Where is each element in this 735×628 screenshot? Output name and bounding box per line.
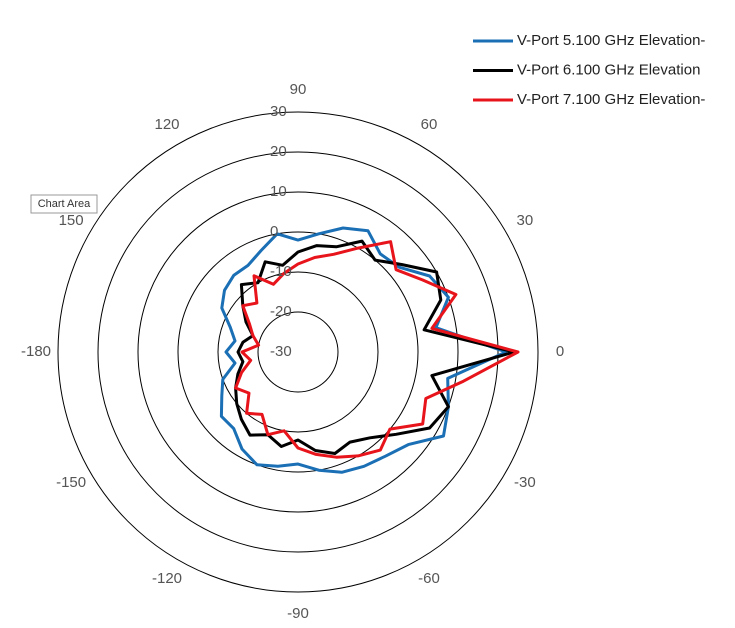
- r-tick-label: 0: [270, 223, 278, 240]
- series-line: [234, 239, 516, 455]
- angle-tick-label: -150: [56, 474, 86, 491]
- angle-tick-label: 120: [154, 116, 179, 133]
- tooltip-text: Chart Area: [38, 198, 91, 210]
- tooltip: Chart Area: [30, 194, 98, 214]
- grid-circle: [57, 111, 539, 593]
- angle-tick-label: -60: [418, 570, 440, 587]
- r-tick-label: -10: [270, 263, 292, 280]
- r-tick-label: -20: [270, 303, 292, 320]
- angle-tick-label: -120: [152, 570, 182, 587]
- angle-tick-label: -90: [287, 605, 309, 622]
- angle-tick-label: 30: [517, 212, 534, 229]
- angle-tick-label: 0: [556, 343, 564, 360]
- legend-label: V-Port 6.100 GHz Elevation: [517, 61, 700, 78]
- r-tick-label: 10: [270, 183, 287, 200]
- legend-label: V-Port 7.100 GHz Elevation-: [517, 91, 705, 108]
- grid-circle: [137, 191, 459, 513]
- grid-circle: [257, 311, 339, 393]
- angle-tick-label: 150: [59, 212, 84, 229]
- angle-tick-label: 60: [421, 116, 438, 133]
- grid-circle: [177, 231, 419, 473]
- r-tick-label: -30: [270, 343, 292, 360]
- grid-circle: [97, 151, 499, 553]
- legend-label: V-Port 5.100 GHz Elevation-: [517, 32, 705, 49]
- grid-circle: [217, 271, 379, 433]
- series-line: [219, 226, 508, 474]
- r-tick-label: 30: [270, 103, 287, 120]
- series-line: [234, 240, 520, 459]
- angle-tick-label: -180: [21, 343, 51, 360]
- r-tick-label: 20: [270, 143, 287, 160]
- angle-tick-label: -30: [514, 474, 536, 491]
- tooltip-box: [30, 194, 98, 214]
- angle-tick-label: 90: [290, 81, 307, 98]
